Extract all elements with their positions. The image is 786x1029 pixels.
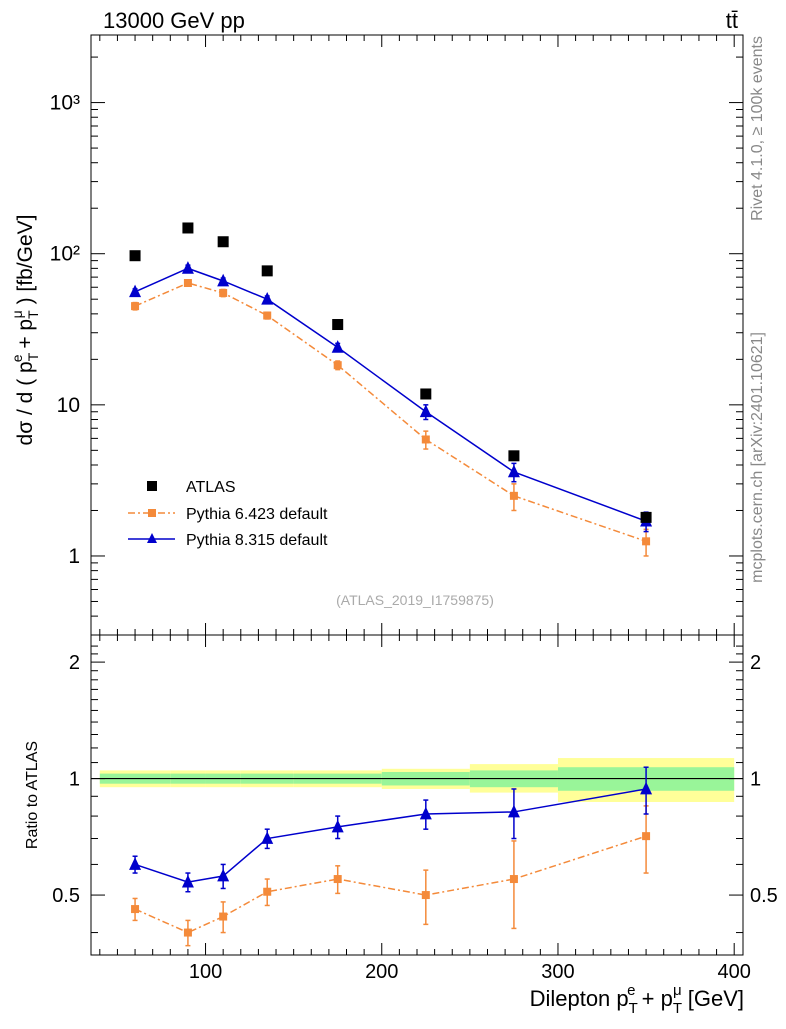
legend-label-pythia6: Pythia 6.423 default [186, 506, 328, 523]
pythia8-ratio-point [181, 874, 194, 888]
pythia8-main-point [261, 292, 274, 305]
x-tick-label: 200 [365, 961, 398, 983]
pythia6-main-point [642, 537, 651, 546]
x-tick-label: 400 [718, 961, 751, 983]
ratio-y-tick-label: 2 [69, 652, 80, 674]
pythia6-main-point [421, 435, 430, 444]
pythia6-main-point [509, 491, 518, 500]
pythia8-ratio-point [507, 804, 520, 818]
atlas-main-point [508, 450, 520, 462]
atlas-main-point [217, 236, 229, 248]
process-label: tt̄ [726, 8, 738, 33]
atlas-main-point [640, 511, 652, 523]
atlas-main-point [420, 388, 432, 400]
pythia8-ratio-point [129, 857, 142, 870]
y-tick-label: 1 [68, 545, 80, 568]
legend-marker-pythia6 [148, 509, 156, 517]
pythia6-main-point [131, 302, 140, 311]
pythia8-main-point [217, 273, 230, 287]
main-y-label: dσ / d ( pTe + pTμ ) [fb/GeV] [9, 215, 41, 446]
ratio-panel: 100 200 300 400 0.5 0.5 1 1 2 2 [52, 634, 778, 983]
svg-text:Dilepton pTe + pTμ [GeV]: Dilepton pTe + pTμ [GeV] [530, 982, 744, 1017]
y-tick-label: 10 [57, 394, 80, 417]
ratio-y-tick-label-right: 2 [750, 652, 761, 674]
pythia6-ratio-point [642, 832, 651, 841]
pythia8-ratio-line [134, 788, 647, 883]
ratio-frame [90, 634, 744, 956]
ratio-y-label: Ratio to ATLAS [24, 741, 41, 849]
pythia8-ratio-point [331, 819, 344, 833]
pythia8-main-point [507, 464, 520, 478]
pythia8-ratio-point [419, 806, 432, 820]
pythia6-main-point [183, 279, 192, 288]
legend-label-atlas: ATLAS [186, 479, 236, 496]
pythia8-ratio-point [217, 868, 230, 882]
y-tick-label: 10² [50, 243, 80, 266]
pythia6-ratio-point [509, 875, 518, 884]
x-tick-label: 300 [541, 961, 574, 983]
ratio-y-tick-label: 1 [69, 769, 80, 791]
pythia8-main-point [331, 340, 344, 353]
pythia6-ratio-point [183, 928, 192, 937]
legend: ATLAS Pythia 6.423 default Pythia 8.315 … [128, 479, 328, 549]
pythia6-ratio-point [131, 905, 140, 914]
pythia6-main-point [219, 288, 228, 297]
x-tick-label: 100 [189, 961, 222, 983]
main-panel: 1 10 10² 10³ [50, 34, 744, 955]
atlas-main-point [332, 319, 344, 331]
pythia6-ratio-point [421, 891, 430, 900]
pythia6-main-point [263, 311, 272, 320]
pythia8-main-point [181, 261, 194, 274]
legend-marker-pythia8 [147, 533, 157, 543]
ratio-y-tick-label: 0.5 [52, 885, 80, 907]
svg-text:dσ / d ( pTe + pTμ ) [fb/GeV]: dσ / d ( pTe + pTμ ) [fb/GeV] [9, 215, 41, 446]
pythia8-ratio-point [640, 781, 653, 795]
pythia6-ratio-line [134, 835, 647, 934]
pythia8-main-line [134, 267, 647, 522]
legend-marker-atlas [147, 481, 157, 491]
pythia8-main-point [129, 284, 142, 298]
y-tick-label: 10³ [50, 92, 80, 115]
mcplots-label: mcplots.cern.ch [arXiv:2401.10621] [749, 332, 766, 583]
pythia8-ratio-point [261, 831, 274, 844]
pythia6-ratio-point [263, 887, 272, 896]
pythia6-ratio-point [333, 875, 342, 884]
ratio-y-tick-label-right: 0.5 [750, 885, 778, 907]
atlas-main-point [261, 265, 273, 277]
atlas-main-point [182, 222, 194, 234]
analysis-watermark: (ATLAS_2019_I1759875) [336, 592, 494, 608]
ratio-y-tick-label-right: 1 [750, 769, 761, 791]
pythia6-ratio-point [219, 912, 228, 921]
pythia8-main-point [419, 404, 432, 418]
energy-label: 13000 GeV pp [103, 8, 245, 33]
pythia6-main-line [134, 282, 647, 543]
atlas-main-point [129, 250, 141, 262]
legend-label-pythia8: Pythia 8.315 default [186, 532, 328, 549]
x-axis-label: Dilepton pTe + pTμ [GeV] [530, 982, 744, 1017]
rivet-label: Rivet 4.1.0, ≥ 100k events [749, 36, 766, 221]
pythia6-main-point [333, 361, 342, 370]
